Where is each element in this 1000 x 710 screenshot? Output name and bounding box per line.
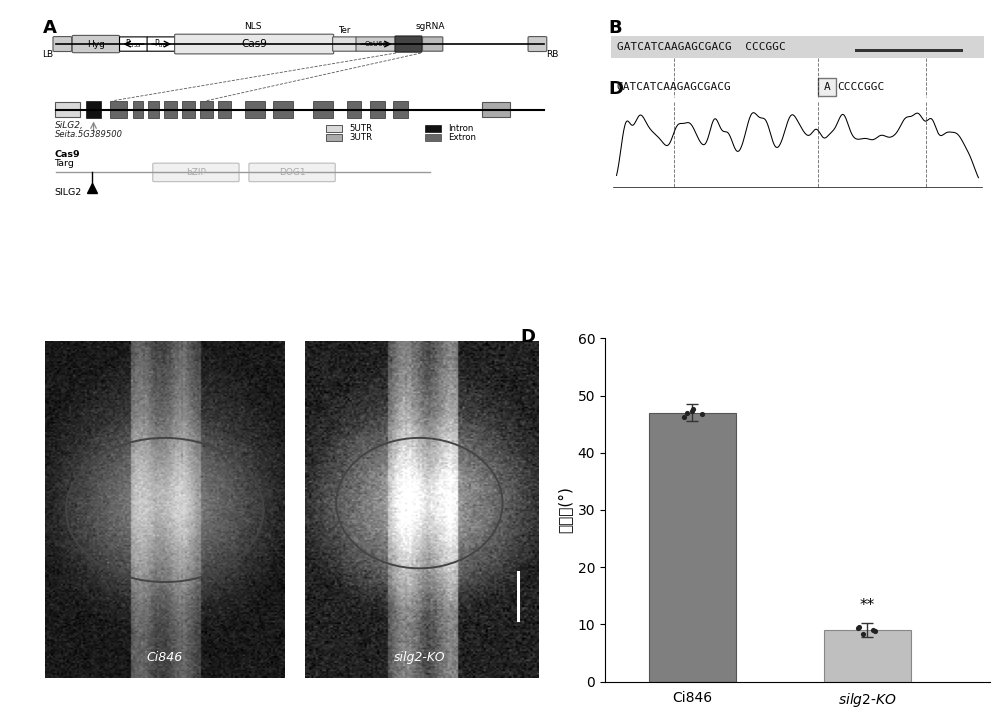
Point: [694, 408, 710, 420]
Bar: [425, 125, 441, 132]
Bar: [273, 102, 293, 118]
FancyBboxPatch shape: [175, 34, 334, 54]
Bar: [855, 48, 963, 53]
Bar: [649, 413, 736, 682]
Bar: [86, 102, 101, 118]
Text: Targ: Targ: [55, 160, 74, 168]
Bar: [200, 102, 213, 118]
Text: Ter: Ter: [338, 26, 350, 35]
Text: sgRNA: sgRNA: [415, 21, 445, 31]
Text: LB: LB: [42, 50, 53, 60]
Text: RB: RB: [546, 50, 558, 60]
Text: 3UTR: 3UTR: [349, 133, 372, 142]
Y-axis label: 叶夹角(°): 叶夹角(°): [557, 486, 572, 533]
Bar: [164, 102, 177, 118]
Text: Cas9: Cas9: [55, 151, 80, 160]
Text: Cas9: Cas9: [241, 39, 267, 49]
Text: GATCATCAAGAGCGACG: GATCATCAAGAGCGACG: [617, 82, 731, 92]
FancyBboxPatch shape: [147, 37, 175, 51]
Bar: [55, 102, 80, 117]
FancyBboxPatch shape: [395, 36, 422, 52]
Bar: [148, 102, 159, 118]
Bar: [133, 102, 143, 118]
FancyBboxPatch shape: [72, 36, 120, 53]
Bar: [425, 133, 441, 141]
FancyBboxPatch shape: [53, 37, 72, 52]
Text: SILG2: SILG2: [55, 187, 82, 197]
Point: [676, 412, 692, 423]
Text: GATCATCAAGAGCGACG  CCCGGC: GATCATCAAGAGCGACG CCCGGC: [617, 42, 785, 52]
Bar: [824, 630, 911, 682]
Text: OsU6a: OsU6a: [364, 41, 387, 47]
FancyBboxPatch shape: [423, 37, 443, 51]
Bar: [482, 102, 510, 117]
Point: [679, 407, 695, 418]
Point: [685, 403, 701, 415]
Text: P$_{35S}$: P$_{35S}$: [125, 38, 142, 50]
FancyBboxPatch shape: [333, 37, 357, 51]
Text: silg2-KO: silg2-KO: [394, 652, 445, 665]
Point: [850, 623, 866, 634]
Bar: [245, 102, 265, 118]
Bar: [611, 36, 984, 58]
Text: D: D: [609, 80, 624, 98]
Text: DOG1: DOG1: [279, 168, 305, 177]
Text: Seita.5G389500: Seita.5G389500: [55, 130, 123, 138]
Bar: [110, 102, 127, 118]
Bar: [182, 102, 195, 118]
Text: D: D: [520, 328, 535, 346]
Point: [865, 624, 881, 635]
Text: **: **: [860, 598, 875, 613]
Bar: [326, 133, 342, 141]
Text: SiLG2,: SiLG2,: [55, 121, 83, 130]
Point: [867, 625, 883, 636]
Text: A: A: [824, 82, 831, 92]
Text: bZIP: bZIP: [186, 168, 206, 177]
Bar: [326, 125, 342, 132]
Text: B: B: [609, 18, 622, 37]
FancyBboxPatch shape: [249, 163, 335, 182]
Text: Hyg: Hyg: [87, 40, 105, 48]
Text: Ci846: Ci846: [147, 652, 183, 665]
FancyBboxPatch shape: [120, 37, 148, 51]
Text: NLS: NLS: [244, 21, 262, 31]
Text: Intron: Intron: [448, 124, 473, 133]
FancyBboxPatch shape: [528, 37, 547, 52]
Text: Extron: Extron: [448, 133, 476, 142]
Bar: [818, 78, 836, 97]
Bar: [393, 102, 408, 118]
Point: [684, 405, 700, 417]
Bar: [313, 102, 333, 118]
FancyBboxPatch shape: [356, 37, 396, 51]
Text: CCCCGGC: CCCCGGC: [837, 82, 884, 92]
Bar: [218, 102, 231, 118]
Bar: [370, 102, 385, 118]
Text: 5UTR: 5UTR: [349, 124, 372, 133]
Point: [855, 628, 871, 639]
Text: P$_{ub}$: P$_{ub}$: [154, 38, 168, 50]
Bar: [347, 102, 361, 118]
Text: A: A: [43, 18, 56, 37]
FancyBboxPatch shape: [153, 163, 239, 182]
Point: [851, 621, 867, 633]
